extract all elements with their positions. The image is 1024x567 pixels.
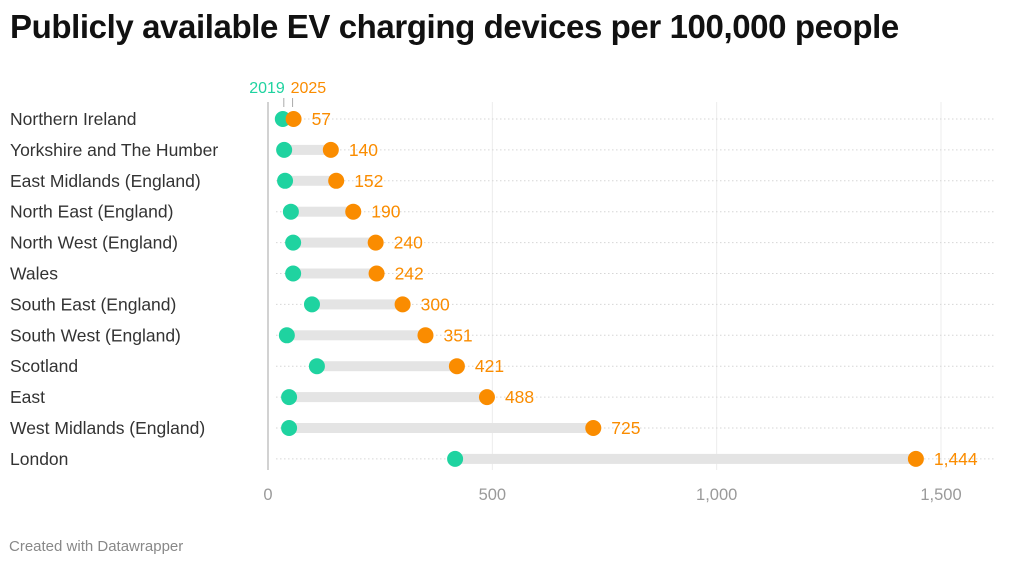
x-tick-label: 1,500 bbox=[920, 486, 961, 504]
category-label: Wales bbox=[10, 264, 58, 284]
value-label: 300 bbox=[421, 294, 450, 314]
label-layer: 0 500 1,000 1,500 Northern Ireland 57 Yorkshir… bbox=[10, 109, 978, 504]
category-label: North West (England) bbox=[10, 233, 178, 253]
category-label: Scotland bbox=[10, 356, 78, 376]
dot-2019 bbox=[281, 420, 298, 436]
dot-2025 bbox=[285, 111, 302, 127]
range-bar bbox=[289, 423, 594, 433]
dot-2025 bbox=[417, 327, 434, 344]
value-label: 242 bbox=[395, 264, 424, 284]
dot-2025 bbox=[367, 234, 384, 251]
dot-2019 bbox=[447, 450, 464, 467]
dot-2019 bbox=[303, 296, 320, 313]
category-label: South East (England) bbox=[10, 294, 176, 314]
value-label: 1,444 bbox=[934, 449, 978, 469]
value-label: 57 bbox=[312, 109, 331, 129]
value-label: 421 bbox=[475, 356, 504, 376]
dot-2019 bbox=[278, 327, 295, 344]
dot-2025 bbox=[394, 296, 411, 313]
range-bar bbox=[293, 237, 376, 248]
range-bar-layer bbox=[282, 114, 916, 464]
category-label: East bbox=[10, 387, 45, 407]
category-label: Northern Ireland bbox=[10, 109, 136, 129]
dot-2025 bbox=[322, 141, 339, 158]
value-label: 240 bbox=[394, 233, 423, 253]
legend-label-2025: 2025 bbox=[291, 80, 327, 97]
value-label: 725 bbox=[611, 418, 640, 438]
value-label: 488 bbox=[505, 387, 534, 407]
dot-2019 bbox=[308, 358, 325, 375]
x-tick-label: 500 bbox=[479, 486, 507, 504]
legend-label-2019: 2019 bbox=[249, 80, 285, 97]
dot-2025 bbox=[478, 389, 495, 406]
range-bar bbox=[311, 299, 403, 310]
value-label: 152 bbox=[354, 171, 383, 191]
x-tick-label: 0 bbox=[263, 486, 272, 504]
dot-2019 bbox=[285, 234, 302, 251]
dot-2019 bbox=[276, 141, 293, 158]
dot-2019 bbox=[285, 265, 302, 282]
dot-layer bbox=[274, 111, 924, 467]
dot-2019 bbox=[282, 203, 299, 220]
value-label: 190 bbox=[371, 202, 400, 222]
x-tick-label: 1,000 bbox=[696, 486, 737, 504]
dot-2025 bbox=[328, 172, 345, 189]
footer-credit: Created with Datawrapper bbox=[9, 538, 184, 555]
range-bar bbox=[285, 175, 337, 186]
dot-2025 bbox=[448, 358, 465, 375]
range-bar bbox=[290, 206, 354, 217]
chart-title: Publicly available EV charging devices p… bbox=[10, 8, 899, 45]
dot-2019 bbox=[281, 389, 298, 406]
dot-2025 bbox=[368, 265, 385, 282]
value-label: 140 bbox=[349, 140, 378, 160]
range-bar bbox=[284, 144, 331, 155]
category-label: North East (England) bbox=[10, 202, 173, 222]
range-bar bbox=[289, 392, 487, 403]
category-label: East Midlands (England) bbox=[10, 171, 201, 191]
range-bar bbox=[286, 330, 426, 341]
dot-2025 bbox=[585, 420, 602, 436]
dot-2025 bbox=[345, 203, 362, 220]
legend-layer: 2019 2025 bbox=[249, 80, 326, 107]
grid-layer bbox=[267, 102, 996, 470]
category-label: Yorkshire and The Humber bbox=[10, 140, 218, 160]
value-label: 351 bbox=[443, 325, 472, 345]
dot-2025 bbox=[907, 450, 924, 467]
category-label: West Midlands (England) bbox=[10, 418, 205, 438]
category-label: South West (England) bbox=[10, 325, 181, 345]
dot-2019 bbox=[277, 172, 294, 189]
range-bar bbox=[293, 268, 377, 279]
range-bar bbox=[455, 453, 916, 464]
range-bar bbox=[316, 361, 457, 372]
category-label: London bbox=[10, 449, 68, 469]
